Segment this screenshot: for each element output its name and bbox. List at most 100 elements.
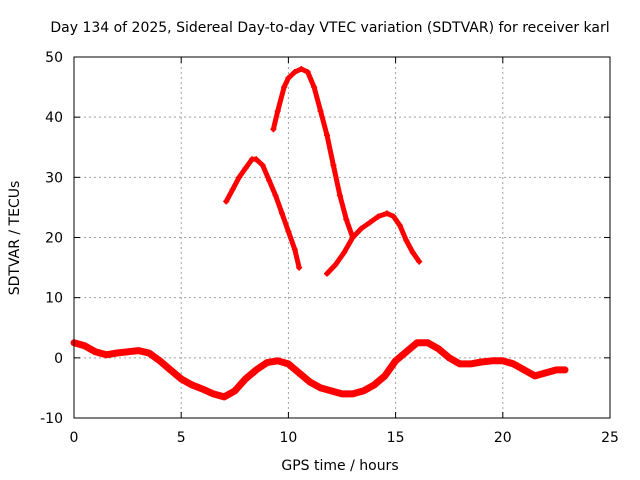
y-axis-label: SDTVAR / TECUs [7, 181, 23, 296]
series-baseline-point [81, 342, 88, 349]
series-baseline-point [167, 366, 174, 373]
series-arc-2-point [336, 192, 343, 199]
series-baseline-point [199, 386, 206, 393]
series-baseline-point [456, 360, 463, 367]
series-arc-1-point [242, 165, 249, 172]
series-baseline-point [263, 359, 270, 366]
series-arc-3-point [416, 258, 423, 265]
series-baseline-point [135, 347, 142, 354]
y-tick-label: 40 [45, 110, 63, 126]
y-tick-label: 30 [45, 170, 63, 186]
series-arc-2-point [304, 69, 311, 76]
series-arc-2-point [298, 66, 305, 73]
series-baseline-point [381, 372, 388, 379]
series-baseline-point [92, 348, 99, 355]
series-baseline-point [360, 387, 367, 394]
series-baseline-point [210, 390, 217, 397]
x-tick-label: 10 [279, 430, 297, 446]
x-tick-label: 15 [387, 430, 405, 446]
series-arc-2-point [291, 69, 298, 76]
series-arc-3-point [349, 234, 356, 241]
series-arc-2-point [285, 75, 292, 82]
series-baseline-point [553, 366, 560, 373]
grid-lines [74, 57, 610, 418]
series-baseline-point [253, 366, 260, 373]
x-tick-label: 25 [601, 430, 619, 446]
series-baseline-point [156, 357, 163, 364]
y-tick-label: 0 [54, 351, 63, 367]
series-baseline-point [124, 348, 131, 355]
series-arc-3-point [396, 222, 403, 229]
series-arc-2-point [281, 84, 288, 91]
y-axis-tick-labels: -10 0 10 20 30 40 50 [40, 50, 63, 427]
y-tick-label: -10 [40, 411, 63, 427]
series-arc-1-point [272, 192, 279, 199]
y-tick-label: 50 [45, 50, 63, 66]
x-tick-label: 20 [494, 430, 512, 446]
series-arc-2-line [270, 66, 356, 240]
series-baseline-point [371, 381, 378, 388]
series-arc-3-point [390, 213, 397, 220]
series-arc-3-point [341, 249, 348, 256]
series-baseline-point [242, 375, 249, 382]
series-baseline-point [510, 360, 517, 367]
series-baseline-point [435, 345, 442, 352]
series-arc-3-point [403, 237, 410, 244]
series-arc-1-point [285, 228, 292, 235]
series-arc-2-point [317, 108, 324, 115]
series-arc-3-point [366, 219, 373, 226]
series-baseline-point [403, 348, 410, 355]
series-arc-1-point [296, 264, 303, 271]
series-baseline-point [542, 369, 549, 376]
series-arc-1-point [278, 210, 285, 217]
series-arc-1-point [236, 174, 243, 181]
series-baseline-point [221, 393, 228, 400]
series-arc-3-point [375, 213, 382, 220]
series-baseline-point [306, 378, 313, 385]
x-tick-label: 0 [70, 430, 79, 446]
series-baseline-point [392, 357, 399, 364]
series-baseline-point [231, 387, 238, 394]
series-baseline-point [499, 357, 506, 364]
series-arc-2-point [330, 162, 337, 169]
series-baseline-point [531, 372, 538, 379]
series-baseline-point [414, 339, 421, 346]
data-traces [70, 66, 569, 401]
series-arc-1-point [229, 186, 236, 193]
series-arc-3-line [324, 210, 422, 277]
series-baseline-point [178, 375, 185, 382]
series-arc-3-point [332, 261, 339, 268]
x-axis-tick-labels: 0 5 10 15 20 25 [70, 430, 619, 446]
series-arc-2-point [311, 84, 318, 91]
series-arc-1-point [253, 156, 260, 163]
series-baseline-point [274, 357, 281, 364]
x-tick-label: 5 [177, 430, 186, 446]
series-arc-2-point [323, 132, 330, 139]
series-arc-1-point [223, 198, 230, 205]
series-arc-3-point [323, 270, 330, 277]
series-arc-2-point [270, 126, 277, 133]
series-arc-1-point [259, 162, 266, 169]
series-baseline-line [70, 339, 569, 401]
series-baseline-point [489, 357, 496, 364]
series-baseline-point [113, 350, 120, 357]
series-baseline-point [561, 366, 568, 373]
series-baseline-point [467, 360, 474, 367]
y-tick-label: 20 [45, 231, 63, 247]
chart-title: Day 134 of 2025, Sidereal Day-to-day VTE… [50, 20, 609, 36]
series-arc-3-point [409, 249, 416, 256]
y-tick-label: 10 [45, 291, 63, 307]
series-baseline-point [446, 354, 453, 361]
series-baseline-point [349, 390, 356, 397]
series-baseline-point [478, 359, 485, 366]
series-arc-1-point [291, 246, 298, 253]
x-axis-label: GPS time / hours [281, 458, 398, 474]
series-arc-1-point [266, 177, 273, 184]
series-baseline-point [285, 360, 292, 367]
series-arc-3-point [358, 225, 365, 232]
series-baseline-point [103, 351, 110, 358]
series-baseline-point [339, 390, 345, 397]
series-baseline-point [328, 387, 335, 394]
series-arc-2-point [274, 108, 281, 115]
